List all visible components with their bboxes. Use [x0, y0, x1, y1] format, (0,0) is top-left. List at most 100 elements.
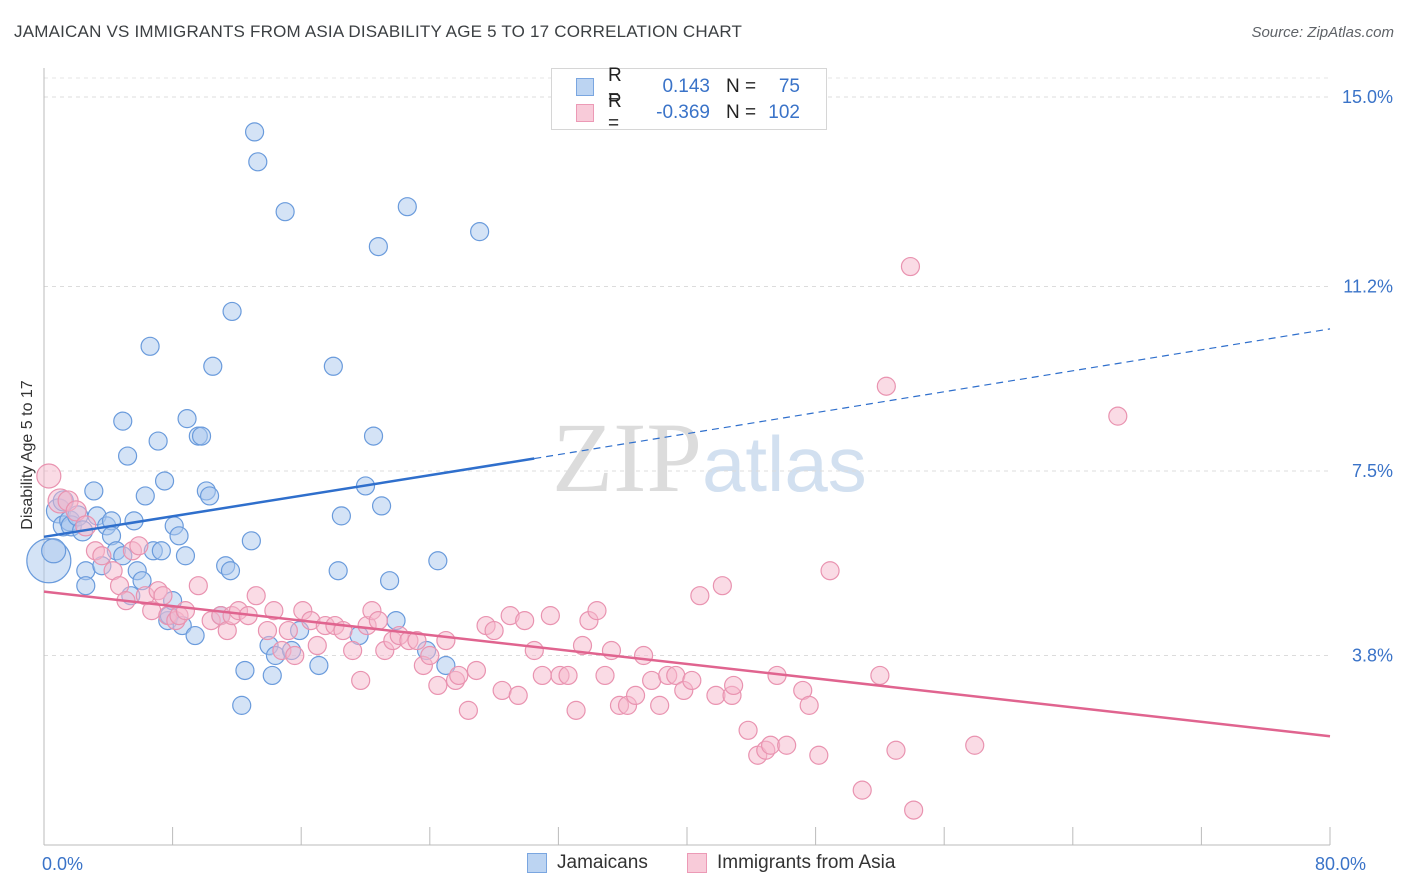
point-immigrants-asia [595, 665, 615, 686]
point-jamaicans [199, 486, 220, 506]
point-jamaicans [191, 426, 212, 446]
point-immigrants-asia [420, 645, 440, 666]
point-jamaicans [222, 301, 242, 322]
point-immigrants-asia [428, 675, 448, 696]
bottom-legend-label-immigrants-asia: Immigrants from Asia [717, 852, 896, 873]
point-immigrants-asia [777, 735, 797, 755]
point-immigrants-asia [524, 640, 544, 661]
y-tick-label: 7.5% [1352, 461, 1393, 481]
legend-n-value: 75 [778, 76, 800, 97]
point-jamaicans [84, 481, 104, 501]
point-jamaicans [248, 152, 268, 172]
point-immigrants-asia [492, 680, 512, 701]
x-tick-label: 80.0% [1315, 854, 1366, 874]
point-immigrants-asia [307, 635, 327, 656]
stats-legend: R = 0.143 N = 75 R = -0.369 N = 102 [551, 65, 827, 134]
point-immigrants-asia [566, 700, 586, 720]
legend-row-immigrants-asia: R = -0.369 N = 102 [576, 91, 800, 134]
point-jamaicans [397, 197, 417, 217]
point-immigrants-asia [886, 740, 906, 760]
point-jamaicans [368, 237, 388, 257]
legend-r-value: 0.143 [662, 76, 710, 97]
point-immigrants-asia [264, 601, 284, 621]
point-immigrants-asia [799, 695, 819, 715]
point-immigrants-asia [36, 463, 62, 489]
point-jamaicans [363, 426, 384, 446]
point-jamaicans [117, 446, 138, 466]
point-jamaicans [241, 531, 261, 551]
point-immigrants-asia [407, 630, 427, 651]
point-immigrants-asia [870, 665, 890, 686]
point-immigrants-asia [1108, 406, 1128, 426]
point-immigrants-asia [75, 515, 97, 537]
point-jamaicans [140, 336, 160, 356]
point-jamaicans [148, 431, 168, 451]
point-immigrants-asia [690, 586, 710, 606]
point-jamaicans [169, 526, 189, 546]
point-jamaicans [151, 541, 171, 561]
point-immigrants-asia [760, 735, 781, 755]
bottom-legend-label-jamaicans: Jamaicans [557, 852, 648, 873]
point-jamaicans [328, 561, 348, 581]
point-jamaicans [220, 561, 241, 581]
x-tick-label: 0.0% [42, 854, 83, 874]
point-immigrants-asia [650, 695, 670, 715]
point-immigrants-asia [633, 645, 654, 666]
point-immigrants-asia [368, 610, 388, 631]
point-jamaicans [154, 471, 175, 491]
point-jamaicans [203, 356, 223, 376]
point-immigrants-asia [257, 620, 278, 641]
point-jamaicans [436, 655, 456, 676]
point-jamaicans [175, 546, 196, 566]
trendline-jamaicans-extension [534, 328, 1331, 460]
point-immigrants-asia [904, 800, 924, 820]
point-immigrants-asia [129, 536, 149, 556]
watermark-zip: ZIP [552, 402, 702, 513]
point-immigrants-asia [642, 670, 662, 691]
point-immigrants-asia [285, 645, 305, 666]
legend-row-jamaicans: R = 0.143 N = 75 [576, 65, 800, 108]
point-jamaicans [76, 576, 96, 596]
point-immigrants-asia [558, 665, 578, 686]
point-immigrants-asia [706, 685, 726, 706]
point-immigrants-asia [508, 685, 528, 706]
legend-swatch-immigrants-asia [576, 104, 594, 122]
point-immigrants-asia [458, 700, 478, 720]
point-immigrants-asia [540, 606, 560, 626]
point-jamaicans [244, 122, 265, 142]
y-tick-label: 11.2% [1343, 276, 1393, 296]
point-immigrants-asia [175, 601, 196, 621]
point-immigrants-asia [532, 665, 552, 686]
point-immigrants-asia [65, 500, 87, 522]
point-jamaicans [41, 538, 67, 564]
point-immigrants-asia [682, 670, 702, 691]
y-tick-label: 15.0% [1342, 87, 1393, 107]
legend-swatch-jamaicans [576, 78, 594, 96]
point-immigrants-asia [188, 576, 208, 596]
legend-n-label: N = [726, 76, 757, 97]
point-immigrants-asia [351, 670, 371, 691]
y-tick-label: 3.8% [1352, 646, 1393, 666]
point-immigrants-asia [449, 665, 469, 686]
point-jamaicans [371, 496, 392, 516]
point-jamaicans [185, 625, 205, 646]
point-immigrants-asia [278, 620, 298, 641]
point-immigrants-asia [820, 561, 840, 581]
point-immigrants-asia [738, 720, 758, 740]
legend-n-label: N = [726, 102, 757, 123]
point-immigrants-asia [852, 780, 872, 800]
point-jamaicans [135, 486, 155, 506]
point-jamaicans [380, 571, 400, 591]
point-immigrants-asia [515, 610, 535, 631]
point-immigrants-asia [876, 376, 896, 396]
legend-n-value: 102 [768, 102, 800, 123]
legend-r-label: R = [608, 91, 622, 134]
legend-r-value: -0.369 [656, 102, 710, 123]
point-immigrants-asia [809, 745, 829, 765]
point-jamaicans [323, 356, 343, 376]
point-jamaicans [177, 409, 197, 429]
point-jamaicans [232, 695, 252, 715]
point-immigrants-asia [900, 256, 921, 277]
point-immigrants-asia [343, 640, 363, 661]
y-axis-label: Disability Age 5 to 17 [19, 380, 36, 530]
